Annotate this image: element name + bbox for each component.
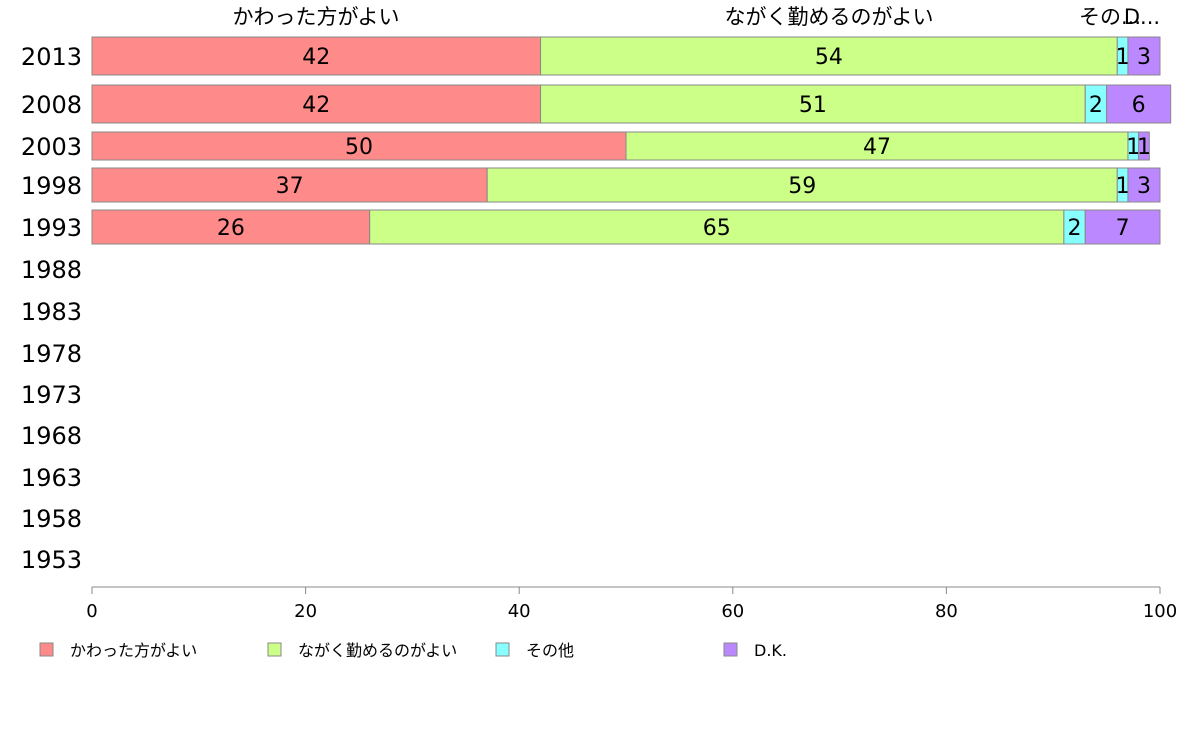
data-label: 1 xyxy=(1126,135,1140,160)
year-label: 1988 xyxy=(21,256,82,284)
bar-segment xyxy=(625,131,1129,161)
legend-swatch xyxy=(39,642,54,657)
x-tick-label: 40 xyxy=(508,601,531,622)
year-label: 1998 xyxy=(21,172,82,200)
column-headers: かわった方がよい ながく勤めるのがよい その...D... xyxy=(233,5,1161,29)
bar-segment xyxy=(486,167,1118,203)
bar-segment xyxy=(369,209,1065,245)
data-label: 42 xyxy=(302,45,330,70)
bar-segment xyxy=(1127,167,1161,203)
year-label: 1973 xyxy=(21,381,82,409)
legend-swatch xyxy=(723,642,738,657)
data-label: 3 xyxy=(1137,174,1151,199)
year-label: 1953 xyxy=(21,546,82,574)
legend-swatch xyxy=(267,642,282,657)
year-label: 1968 xyxy=(21,422,82,450)
data-label: 54 xyxy=(815,45,843,70)
year-label: 2013 xyxy=(21,43,82,71)
legend-swatch xyxy=(495,642,510,657)
year-label: 1978 xyxy=(21,340,82,368)
year-label: 1958 xyxy=(21,505,82,533)
legend-label: その他 xyxy=(526,641,574,660)
data-label: 1 xyxy=(1137,135,1151,160)
bar-segment xyxy=(1084,209,1161,245)
data-label: 1 xyxy=(1116,45,1130,70)
bar-segment xyxy=(91,36,542,76)
data-label: 37 xyxy=(276,174,304,199)
column-header: その... xyxy=(1079,5,1141,29)
x-tick-label: 20 xyxy=(294,601,317,622)
bar-segment xyxy=(540,36,1118,76)
column-header: D... xyxy=(1124,5,1160,29)
data-label: 50 xyxy=(345,135,373,160)
x-tick-label: 60 xyxy=(721,601,744,622)
year-label: 1983 xyxy=(21,298,82,326)
year-label: 1963 xyxy=(21,464,82,492)
column-header: ながく勤めるのがよい xyxy=(725,5,934,29)
bar-segment xyxy=(1127,36,1161,76)
bar-segment xyxy=(91,167,488,203)
year-label: 2008 xyxy=(21,91,82,119)
x-tick-label: 100 xyxy=(1143,601,1177,622)
x-tick-label: 80 xyxy=(935,601,958,622)
column-header: かわった方がよい xyxy=(233,5,400,29)
data-label: 47 xyxy=(863,135,891,160)
data-label: 7 xyxy=(1116,216,1130,241)
year-label: 2003 xyxy=(21,133,82,161)
data-label: 2 xyxy=(1068,216,1082,241)
data-label: 65 xyxy=(703,216,731,241)
data-label: 51 xyxy=(799,93,827,118)
data-label: 6 xyxy=(1132,93,1146,118)
data-label: 1 xyxy=(1116,174,1130,199)
data-label: 2 xyxy=(1089,93,1103,118)
year-label: 1993 xyxy=(21,214,82,242)
legend-label: D.K. xyxy=(754,641,787,660)
bar-segment xyxy=(1106,84,1172,124)
legend: かわった方がよい ながく勤めるのがよい その他 D.K. xyxy=(39,641,787,660)
data-label: 59 xyxy=(788,174,816,199)
data-label: 42 xyxy=(302,93,330,118)
year-labels: 2013 2008 2003 1998 1993 1988 1983 1978 1973 1968… xyxy=(21,43,82,574)
x-axis: 0 20 40 60 80 100 xyxy=(86,586,1177,622)
legend-label: ながく勤めるのがよい xyxy=(298,641,457,660)
bar-segment xyxy=(1138,131,1150,161)
bar-segment xyxy=(91,209,371,245)
x-tick-label: 0 xyxy=(86,601,97,622)
data-label: 26 xyxy=(217,216,245,241)
data-label: 3 xyxy=(1137,45,1151,70)
bar-segment xyxy=(540,84,1086,124)
legend-label: かわった方がよい xyxy=(70,641,197,660)
